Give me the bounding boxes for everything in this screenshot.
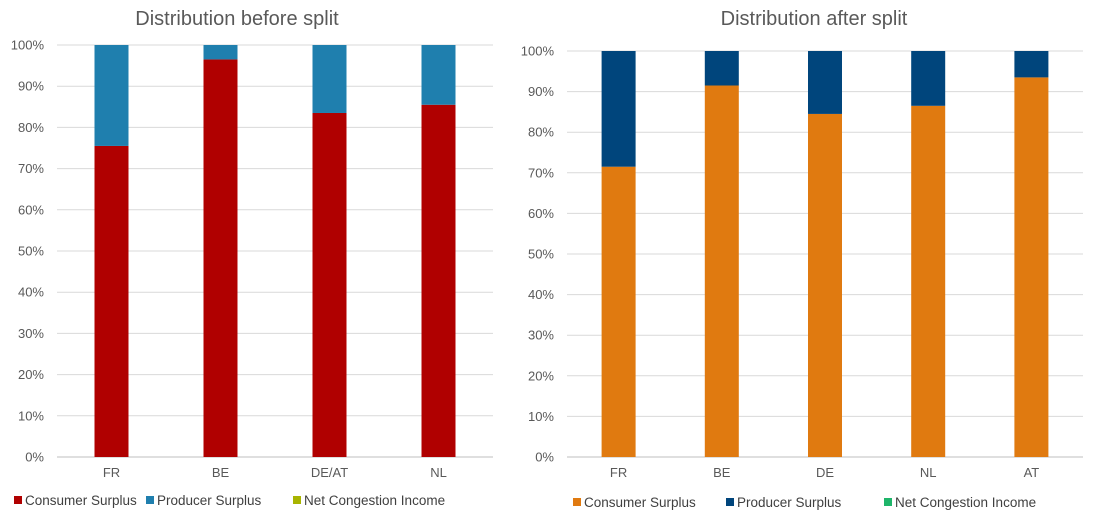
y-tick-label: 70% xyxy=(528,165,554,180)
x-tick-label: FR xyxy=(610,465,627,480)
legend-label: Producer Surplus xyxy=(737,495,842,510)
y-tick-label: 70% xyxy=(18,161,44,176)
bar-segment-producer-surplus xyxy=(808,51,842,114)
y-tick-label: 20% xyxy=(528,368,554,383)
bar-segment-consumer-surplus xyxy=(911,105,946,457)
y-tick-label: 80% xyxy=(18,120,44,135)
bar-segment-consumer-surplus xyxy=(601,166,636,457)
x-tick-label: DE/AT xyxy=(311,465,348,480)
y-tick-label: 40% xyxy=(18,285,44,300)
y-tick-label: 90% xyxy=(528,84,554,99)
x-tick-label: FR xyxy=(103,465,120,480)
y-tick-label: 20% xyxy=(18,367,44,382)
legend-label: Producer Surplus xyxy=(157,493,262,508)
x-tick-label: NL xyxy=(920,465,937,480)
y-tick-label: 10% xyxy=(528,409,554,424)
y-tick-label: 60% xyxy=(528,206,554,221)
chart-before-split: Distribution before split 0% 10% 20% 30% 40%… xyxy=(11,8,493,508)
y-tick-label: 0% xyxy=(535,450,554,465)
chart-title: Distribution after split xyxy=(721,8,908,30)
x-tick-label: BE xyxy=(713,465,731,480)
y-tick-label: 30% xyxy=(18,326,44,341)
x-tick-label: NL xyxy=(430,465,447,480)
y-tick-label: 50% xyxy=(18,244,44,259)
y-tick-label: 10% xyxy=(18,408,44,423)
y-tick-label: 80% xyxy=(528,125,554,140)
chart-after-split: Distribution after split 0% 10% 20% 30% 40% 5… xyxy=(521,8,1083,510)
bar-segment-producer-surplus xyxy=(704,51,739,86)
legend-swatch xyxy=(573,498,581,506)
legend-swatch xyxy=(884,498,892,506)
legend-swatch xyxy=(14,496,22,504)
y-tick-label: 100% xyxy=(11,38,45,53)
bar-segment-consumer-surplus xyxy=(1014,77,1049,457)
bar-segment-producer-surplus xyxy=(421,45,456,105)
bar-segment-consumer-surplus xyxy=(421,104,456,458)
x-tick-label: DE xyxy=(816,465,834,480)
legend-label: Net Congestion Income xyxy=(895,495,1036,510)
y-tick-label: 0% xyxy=(25,450,44,465)
y-tick-label: 40% xyxy=(528,287,554,302)
legend-label: Consumer Surplus xyxy=(584,495,696,510)
bar-segment-consumer-surplus xyxy=(312,112,347,457)
bar-segment-producer-surplus xyxy=(203,45,238,60)
bar-segment-producer-surplus xyxy=(312,45,347,113)
chart-title: Distribution before split xyxy=(135,8,339,30)
y-tick-label: 100% xyxy=(521,44,555,59)
y-tick-label: 30% xyxy=(528,328,554,343)
bar-segment-consumer-surplus xyxy=(94,145,129,457)
bar-segment-producer-surplus xyxy=(601,51,636,167)
bar-segment-producer-surplus xyxy=(911,51,946,106)
x-tick-label: BE xyxy=(212,465,230,480)
legend-label: Net Congestion Income xyxy=(304,493,445,508)
legend-swatch xyxy=(146,496,154,504)
y-tick-label: 90% xyxy=(18,79,44,94)
bar-segment-consumer-surplus xyxy=(704,85,739,457)
x-tick-label: AT xyxy=(1024,465,1040,480)
legend-label: Consumer Surplus xyxy=(25,493,137,508)
bar-segment-consumer-surplus xyxy=(808,113,842,458)
bar-segment-producer-surplus xyxy=(94,45,129,146)
y-tick-label: 60% xyxy=(18,202,44,217)
bar-segment-producer-surplus xyxy=(1014,51,1049,78)
legend-swatch xyxy=(293,496,301,504)
legend-swatch xyxy=(726,498,734,506)
y-tick-label: 50% xyxy=(528,247,554,262)
bar-segment-consumer-surplus xyxy=(203,59,238,458)
